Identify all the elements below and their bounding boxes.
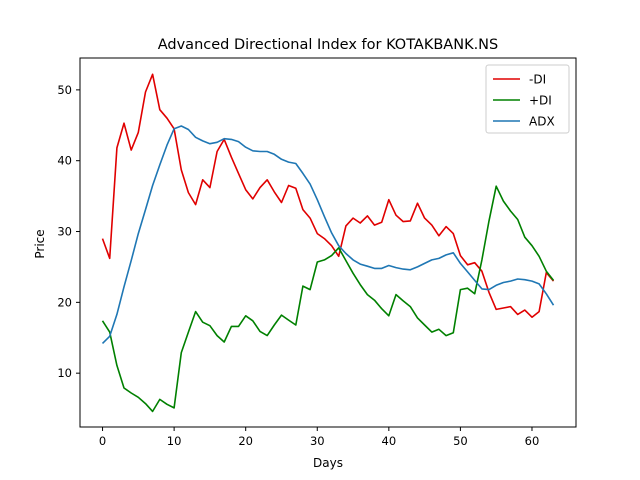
axes-frame	[79, 57, 577, 428]
x-tick-label: 40	[382, 434, 397, 448]
legend-entry-label: ADX	[529, 115, 555, 129]
y-tick-label: 50	[57, 83, 72, 97]
y-axis-label: Price	[33, 229, 47, 258]
series-line-adx	[101, 125, 555, 344]
x-tick-label: 30	[310, 434, 325, 448]
y-tick-label: 10	[57, 366, 72, 380]
x-axis-ticks: 0 10 20 30 40 50 60	[99, 427, 539, 448]
x-axis-label: Days	[313, 456, 343, 470]
legend-box	[485, 64, 570, 134]
legend: -DI +DI ADX	[485, 64, 570, 134]
x-tick-label: 0	[99, 434, 106, 448]
y-tick-label: 40	[57, 154, 72, 168]
x-tick-label: 10	[167, 434, 182, 448]
y-tick-label: 30	[57, 225, 72, 239]
series-line-plus-di	[101, 185, 555, 413]
chart-title: Advanced Directional Index for KOTAKBANK…	[158, 37, 499, 53]
series-line-minus-di	[101, 73, 555, 319]
x-tick-label: 20	[238, 434, 253, 448]
legend-entry-label: -DI	[529, 73, 546, 87]
y-axis-ticks: 10 20 30 40 50	[57, 83, 80, 380]
x-tick-label: 50	[453, 434, 468, 448]
series-lines	[101, 73, 555, 413]
y-tick-label: 20	[57, 295, 72, 309]
x-tick-label: 60	[525, 434, 540, 448]
legend-entry-label: +DI	[529, 94, 552, 108]
